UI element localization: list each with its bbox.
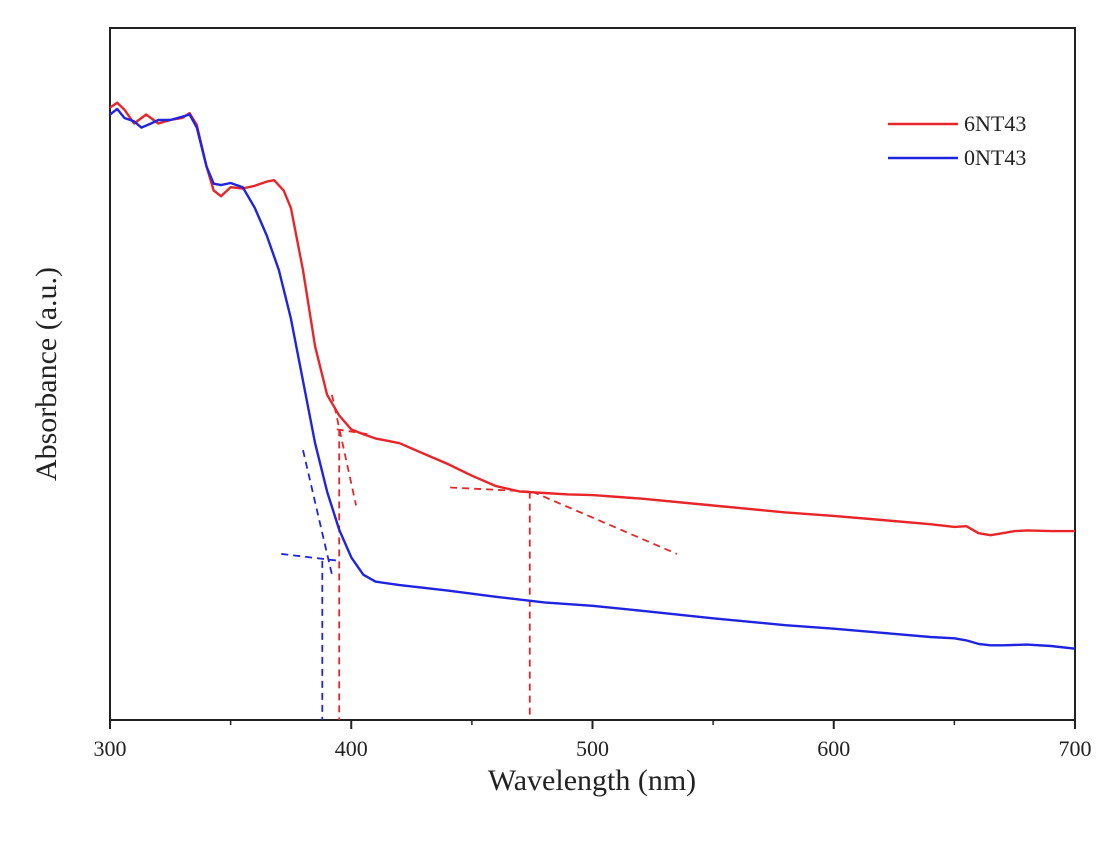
x-tick-label: 500: [576, 736, 609, 761]
annotation-lines: [281, 394, 678, 720]
tangent-line-7: [281, 553, 340, 562]
legend: 6NT43 0NT43: [888, 111, 1026, 170]
x-axis-ticks: 300 400 500 600 700: [94, 720, 1092, 761]
x-tick-label: 300: [94, 736, 127, 761]
x-tick-label: 700: [1059, 736, 1092, 761]
x-tick-label: 400: [335, 736, 368, 761]
legend-label-6nt43: 6NT43: [964, 111, 1026, 136]
tangent-line-2: [450, 486, 533, 493]
plot-frame: [109, 27, 1076, 721]
tangent-line-3: [531, 490, 678, 555]
y-axis-label: Absorbance (a.u.): [30, 267, 63, 481]
tangent-line-6: [302, 449, 333, 575]
series-lines: [109, 101, 1076, 650]
x-axis-label: Wavelength (nm): [488, 764, 696, 797]
series-line-6nt43: [109, 101, 1075, 537]
series-line-0nt43: [109, 107, 1076, 650]
x-tick-label: 600: [817, 736, 850, 761]
tangent-line-0: [331, 394, 357, 506]
legend-label-0nt43: 0NT43: [964, 145, 1026, 170]
